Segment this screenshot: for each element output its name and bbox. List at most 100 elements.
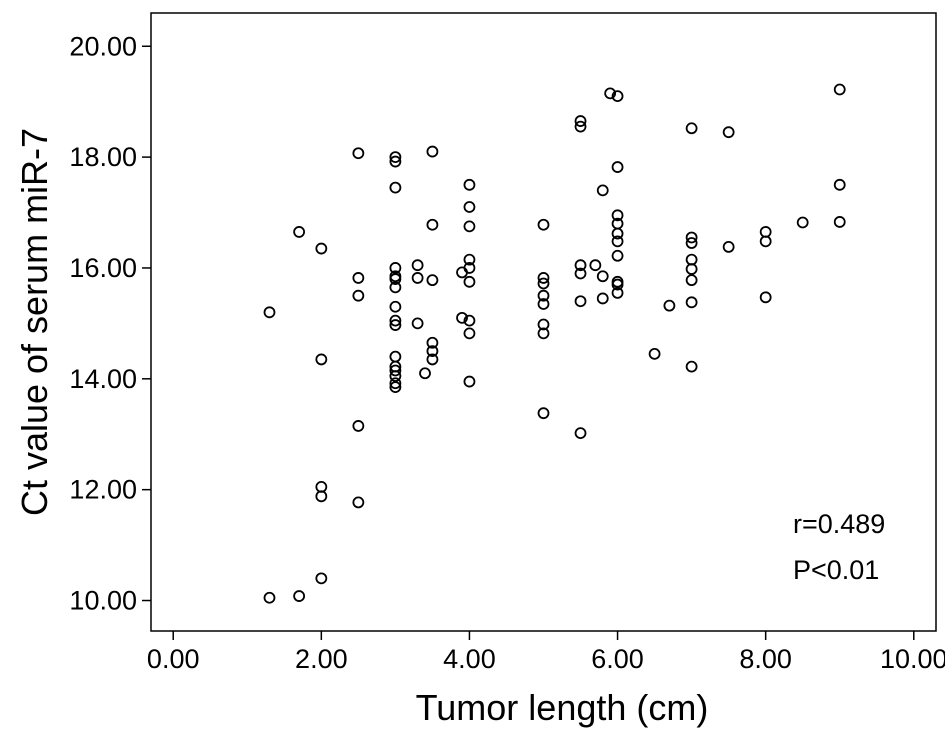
data-point — [759, 235, 772, 248]
data-point — [685, 360, 698, 373]
data-point — [574, 295, 587, 308]
data-point — [463, 275, 476, 288]
data-point — [685, 263, 698, 275]
data-point — [263, 306, 276, 319]
data-point — [463, 327, 476, 340]
data-point — [463, 220, 476, 233]
data-point — [352, 289, 365, 302]
data-point — [389, 364, 402, 377]
data-point — [833, 216, 846, 228]
data-point — [426, 145, 439, 158]
data-point — [685, 253, 698, 266]
x-tick-label: 10.00 — [880, 644, 945, 674]
data-point — [574, 427, 587, 440]
data-point — [796, 216, 809, 229]
data-point — [389, 155, 402, 168]
data-point — [389, 300, 402, 313]
data-point — [315, 572, 328, 585]
data-point — [537, 218, 550, 231]
data-point — [611, 249, 624, 262]
data-point — [426, 345, 439, 357]
data-point — [537, 289, 550, 302]
data-point — [611, 227, 624, 240]
data-point — [611, 287, 624, 299]
data-point — [456, 311, 468, 324]
data-point — [426, 218, 439, 231]
data-point — [722, 126, 735, 139]
data-point — [685, 296, 698, 309]
data-point — [315, 490, 328, 503]
x-axis: 0.00 2.00 4.00 6.00 8.00 10.00 — [147, 631, 945, 674]
data-point — [426, 274, 439, 287]
x-tick-label: 0.00 — [147, 644, 200, 674]
data-point — [759, 291, 772, 304]
data-point — [537, 272, 550, 284]
data-point — [352, 496, 365, 509]
y-tick-label: 18.00 — [69, 142, 137, 172]
data-point — [456, 266, 468, 279]
data-point — [537, 298, 550, 310]
data-point — [463, 262, 476, 274]
data-point — [389, 370, 402, 382]
data-point — [352, 147, 365, 160]
data-point — [611, 161, 624, 173]
data-point — [315, 480, 328, 493]
data-point — [833, 178, 846, 191]
data-point — [663, 299, 676, 312]
data-point — [293, 226, 306, 238]
data-point — [463, 201, 476, 213]
data-point — [389, 262, 402, 274]
data-point — [537, 407, 550, 420]
data-point — [411, 272, 424, 284]
data-point — [389, 350, 402, 363]
data-point — [574, 115, 587, 127]
data-point — [604, 87, 617, 100]
y-tick-label: 16.00 — [69, 253, 137, 283]
y-tick-label: 12.00 — [69, 475, 137, 505]
x-axis-title: Tumor length (cm) — [416, 687, 709, 728]
y-tick-label: 20.00 — [69, 31, 137, 61]
data-point — [419, 367, 431, 380]
data-point — [293, 590, 306, 602]
data-point — [574, 267, 587, 280]
data-point — [596, 184, 609, 197]
data-point — [611, 235, 624, 248]
data-point — [596, 270, 609, 283]
data-point — [685, 231, 698, 244]
data-point — [263, 591, 276, 604]
data-point — [352, 420, 365, 432]
data-point — [389, 381, 402, 394]
data-point — [685, 122, 698, 135]
x-tick-label: 6.00 — [591, 644, 644, 674]
data-point — [611, 278, 624, 291]
y-tick-label: 14.00 — [69, 364, 137, 394]
y-tick-label: 10.00 — [69, 586, 137, 616]
correlation-annotation: r=0.489 — [793, 509, 885, 539]
data-points — [263, 83, 846, 604]
data-point — [426, 336, 439, 349]
data-point — [463, 314, 476, 327]
data-point — [537, 318, 550, 331]
data-point — [389, 151, 402, 164]
data-point — [389, 181, 402, 194]
data-point — [463, 375, 476, 388]
data-point — [389, 314, 402, 327]
data-point — [685, 237, 698, 249]
data-point — [411, 317, 424, 330]
x-tick-label: 8.00 — [739, 644, 792, 674]
data-point — [574, 259, 587, 272]
data-point — [685, 274, 698, 287]
data-point — [833, 83, 846, 96]
data-point — [389, 273, 402, 285]
data-point — [596, 292, 609, 305]
data-point — [352, 272, 365, 284]
plot-area-frame — [150, 12, 937, 632]
data-point — [463, 253, 476, 266]
data-point — [537, 327, 550, 340]
data-point — [537, 277, 550, 290]
x-tick-label: 4.00 — [443, 644, 496, 674]
data-point — [611, 90, 624, 103]
p-value-annotation: P<0.01 — [793, 555, 879, 585]
data-point — [759, 226, 772, 238]
data-point — [411, 259, 424, 272]
